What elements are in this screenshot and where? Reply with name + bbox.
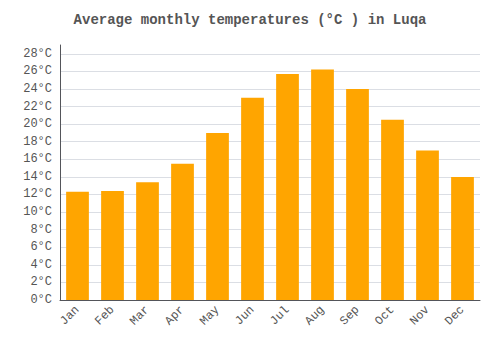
svg-text:28°C: 28°C [23,47,52,61]
svg-text:Jan: Jan [57,303,82,328]
svg-text:24°C: 24°C [23,82,52,96]
svg-text:26°C: 26°C [23,64,52,78]
svg-text:10°C: 10°C [23,205,52,219]
svg-text:Apr: Apr [162,303,187,328]
svg-text:14°C: 14°C [23,170,52,184]
svg-text:Mar: Mar [127,303,152,328]
svg-text:12°C: 12°C [23,187,52,201]
svg-text:Jul: Jul [267,303,292,328]
svg-text:4°C: 4°C [30,258,52,272]
svg-text:22°C: 22°C [23,100,52,114]
svg-text:6°C: 6°C [30,240,52,254]
svg-text:Feb: Feb [92,303,117,328]
svg-text:Nov: Nov [407,303,432,328]
svg-text:0°C: 0°C [30,293,52,307]
svg-text:16°C: 16°C [23,152,52,166]
svg-text:Oct: Oct [372,303,397,328]
svg-text:20°C: 20°C [23,117,52,131]
svg-text:2°C: 2°C [30,275,52,289]
svg-text:Jun: Jun [232,303,257,328]
svg-text:18°C: 18°C [23,135,52,149]
svg-text:Average monthly temperatures (: Average monthly temperatures (°C ) in Lu… [74,12,427,28]
svg-text:Dec: Dec [442,303,467,328]
svg-text:8°C: 8°C [30,223,52,237]
svg-text:May: May [197,303,222,328]
svg-text:Aug: Aug [302,303,327,328]
svg-text:Sep: Sep [337,303,362,328]
